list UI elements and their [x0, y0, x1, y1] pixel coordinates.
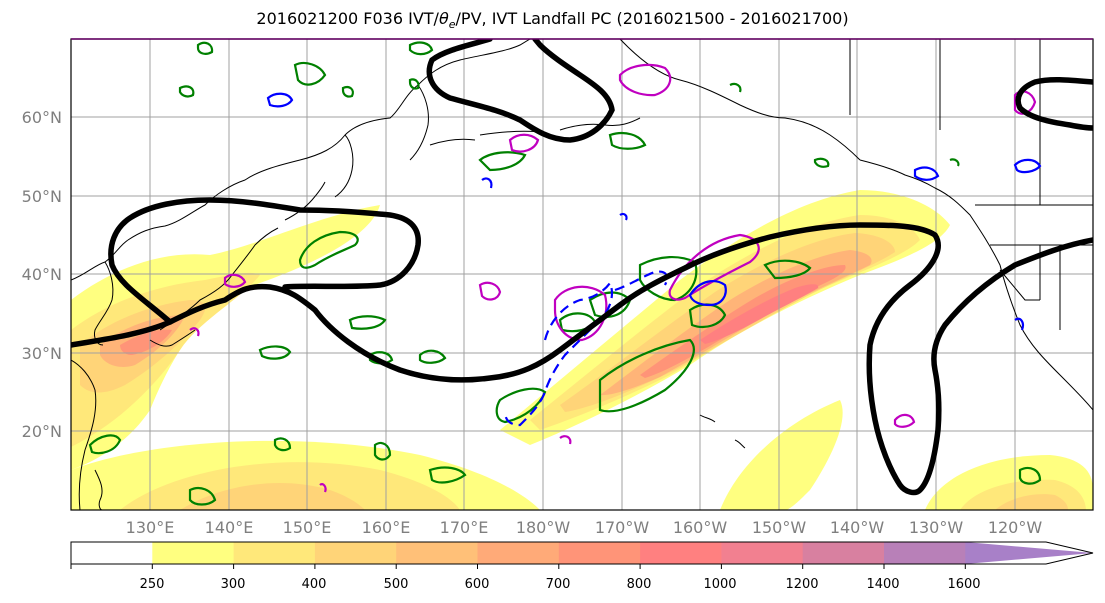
map-title: 2016021200 F036 IVT/θe/PV, IVT Landfall …: [0, 0, 1105, 36]
lon-label-140w: 140°W: [830, 518, 885, 537]
colorbar-swatch: [152, 542, 235, 564]
lat-label-20n: 20°N: [22, 422, 62, 441]
lat-label-50n: 50°N: [22, 187, 62, 206]
pv-negative-contours: [266, 92, 1042, 427]
colorbar-swatch: [477, 542, 560, 564]
colorbar-extend-arrow: [965, 542, 1093, 564]
title-prefix: 2016021200 F036 IVT/: [256, 9, 439, 28]
cb-label-500: 500: [384, 577, 409, 592]
lat-label-40n: 40°N: [22, 265, 62, 284]
cb-label-1000: 1000: [703, 577, 736, 592]
cb-label-600: 600: [465, 577, 490, 592]
landfall-pc-contour: [71, 39, 1093, 496]
colorbar-ticks: [70, 564, 966, 569]
colorbar-swatch: [721, 542, 804, 564]
lon-label-150w: 150°W: [752, 518, 807, 537]
cb-label-700: 700: [546, 577, 571, 592]
colorbar-swatch: [233, 542, 316, 564]
cb-label-300: 300: [221, 577, 246, 592]
lat-label-60n: 60°N: [22, 108, 62, 127]
lat-label-30n: 30°N: [22, 344, 62, 363]
colorbar-swatch: [396, 542, 478, 564]
lon-label-120w: 120°W: [988, 518, 1043, 537]
colorbar: 250 300 400 500 600 700 800 1000 1200 14…: [70, 541, 1094, 592]
colorbar-swatch: [558, 542, 641, 564]
cb-label-800: 800: [627, 577, 652, 592]
colorbar-labels: 250 300 400 500 600 700 800 1000 1200 14…: [140, 577, 981, 592]
lon-label-180w: 180°W: [516, 518, 571, 537]
cb-label-400: 400: [302, 577, 327, 592]
colorbar-swatch: [314, 542, 397, 564]
lon-label-170e: 170°E: [440, 518, 489, 537]
lon-label-160e: 160°E: [362, 518, 411, 537]
cb-label-1600: 1600: [947, 577, 980, 592]
lon-label-170w: 170°W: [595, 518, 650, 537]
title-theta: θ: [438, 9, 449, 28]
colorbar-swatch: [884, 542, 966, 564]
lon-label-130e: 130°E: [126, 518, 175, 537]
colorbar-swatches: [71, 542, 1093, 564]
longitude-labels: 130°E 140°E 150°E 160°E 170°E 180°W 170°…: [126, 518, 1043, 537]
title-theta-subscript: e: [448, 18, 456, 32]
cb-label-1200: 1200: [785, 577, 818, 592]
title-suffix: /PV, IVT Landfall PC (2016021500 - 20160…: [455, 9, 849, 28]
lon-label-160w: 160°W: [673, 518, 728, 537]
lon-label-130w: 130°W: [909, 518, 964, 537]
lon-label-150e: 150°E: [283, 518, 332, 537]
latitude-labels: 60°N 50°N 40°N 30°N 20°N: [22, 108, 62, 441]
colorbar-swatch: [802, 542, 885, 564]
pv-positive-contours: [189, 63, 1037, 493]
colorbar-swatch: [71, 542, 153, 564]
cb-label-250: 250: [140, 577, 165, 592]
colorbar-swatch: [640, 542, 722, 564]
colorbar-outline: [70, 541, 1094, 565]
lon-label-140e: 140°E: [205, 518, 254, 537]
cb-label-1400: 1400: [866, 577, 899, 592]
theta-e-contours: [88, 41, 1042, 506]
